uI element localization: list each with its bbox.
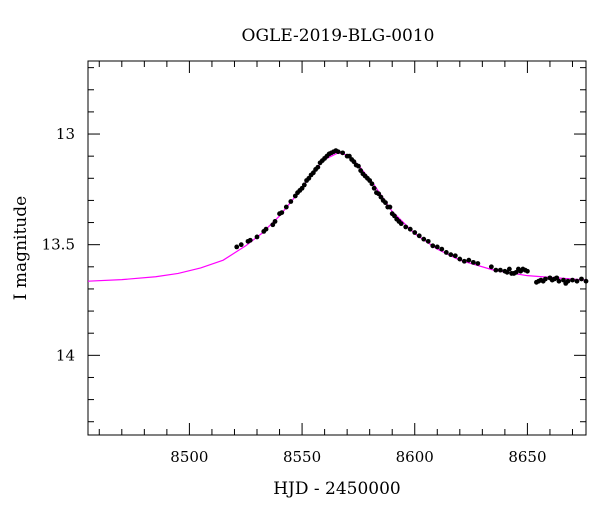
data-point: [403, 224, 409, 230]
data-point: [457, 256, 463, 262]
data-point: [543, 276, 548, 282]
x-tick-label: 8550: [283, 448, 321, 466]
data-point: [234, 244, 240, 250]
data-point: [497, 267, 503, 273]
plot-area: [87, 148, 589, 286]
data-point: [461, 258, 467, 264]
data-point: [506, 266, 512, 272]
data-point: [448, 252, 454, 258]
data-point: [371, 185, 377, 191]
data-point: [315, 164, 321, 170]
data-point: [247, 237, 253, 243]
data-point: [470, 259, 476, 265]
x-tick-label: 8600: [396, 448, 434, 466]
data-point: [283, 204, 289, 210]
data-point: [263, 226, 269, 232]
data-point: [488, 264, 494, 270]
data-point: [238, 242, 244, 248]
data-point: [387, 204, 393, 210]
data-point: [583, 278, 589, 284]
data-point: [398, 221, 404, 227]
data-point: [335, 149, 341, 155]
x-tick-label: 8650: [508, 448, 546, 466]
data-point: [439, 246, 445, 252]
data-point: [340, 150, 346, 156]
data-point: [574, 278, 580, 284]
data-point: [493, 267, 499, 273]
x-axis-label: HJD - 2450000: [273, 479, 401, 499]
data-point: [443, 250, 449, 255]
x-tick-label: 8500: [170, 448, 208, 466]
data-point: [412, 230, 418, 235]
data-point: [407, 226, 413, 232]
data-point: [425, 238, 431, 244]
data-point: [579, 276, 584, 282]
data-point: [475, 261, 481, 266]
axis-tick-labels: 8500 8550 8600 8650 13 13.5 14: [42, 125, 547, 466]
y-tick-label: 13.5: [42, 236, 75, 254]
data-point: [288, 199, 294, 204]
data-point: [383, 200, 388, 206]
data-point: [430, 243, 436, 249]
data-point: [570, 277, 575, 283]
data-point: [466, 257, 472, 263]
y-tick-label: 13: [56, 125, 75, 143]
data-point: [272, 219, 278, 224]
data-point: [356, 163, 361, 169]
data-point: [369, 181, 375, 187]
data-point: [416, 233, 422, 239]
data-point: [434, 244, 440, 250]
data-point: [301, 182, 307, 188]
data-point: [556, 278, 562, 284]
data-point: [565, 278, 571, 284]
chart-title: OGLE-2019-BLG-0010: [242, 26, 435, 46]
data-point: [279, 210, 285, 215]
plot-frame: [87, 60, 587, 436]
y-axis-label: I magnitude: [11, 196, 31, 300]
y-tick-label: 14: [56, 346, 75, 364]
data-point: [452, 253, 458, 259]
axis-ticks: [88, 61, 586, 435]
data-point: [525, 268, 530, 274]
model-curve: [87, 152, 587, 282]
data-point: [254, 234, 260, 240]
data-point: [421, 236, 427, 242]
